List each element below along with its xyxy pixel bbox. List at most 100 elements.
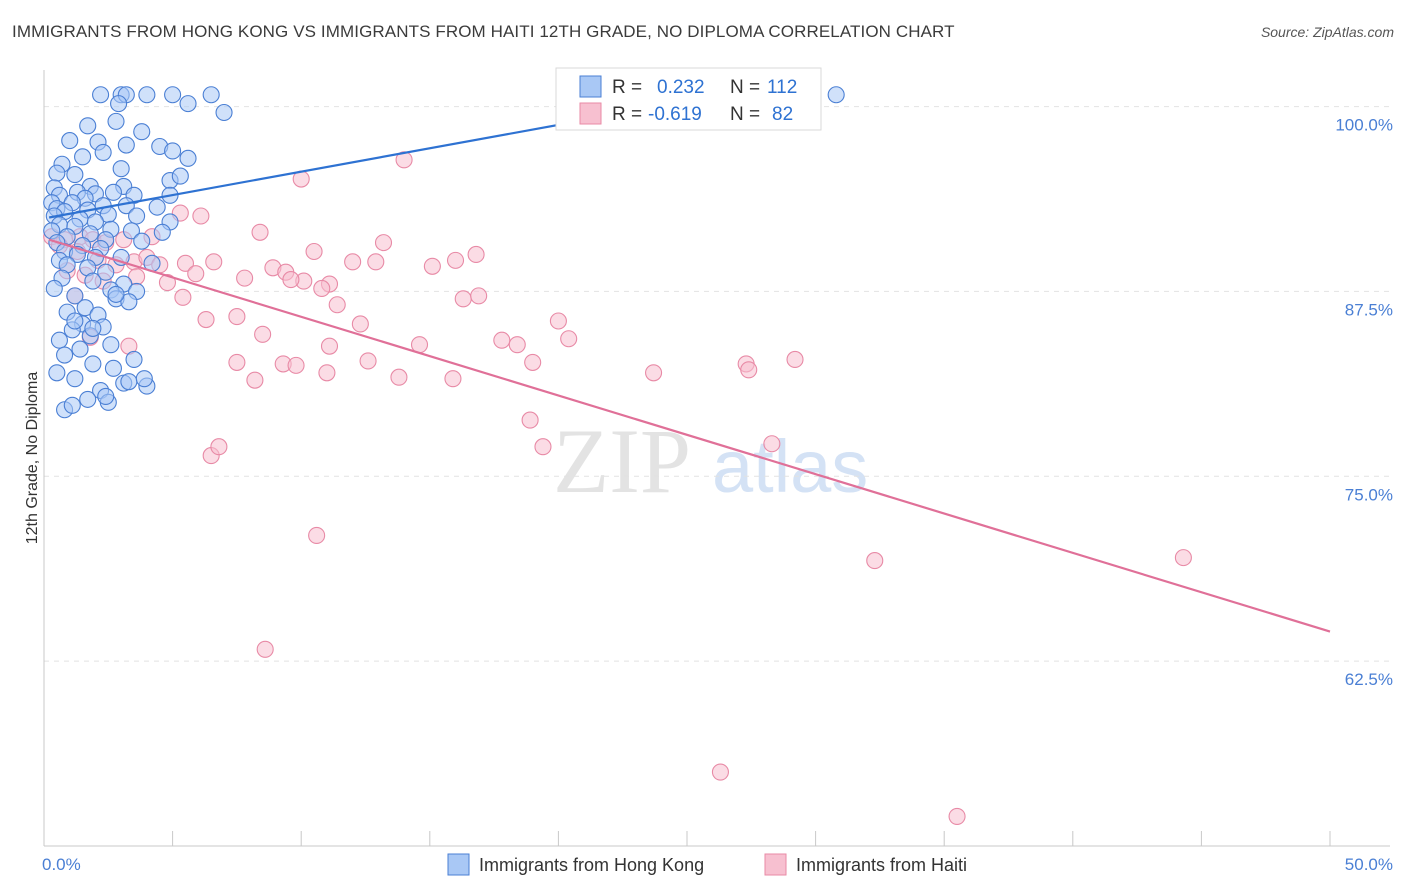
hong-kong-point — [120, 293, 138, 311]
haiti-point — [251, 223, 269, 241]
y-axis-title: 12th Grade, No Diploma — [24, 372, 41, 545]
stats-r-value-haiti: -0.619 — [648, 104, 702, 125]
hong-kong-point — [66, 370, 84, 388]
haiti-point — [197, 310, 215, 329]
hong-kong-point — [66, 287, 84, 305]
hong-kong-point — [97, 387, 115, 405]
haiti-point — [367, 253, 385, 271]
haiti-point — [493, 331, 511, 349]
haiti-point — [446, 251, 465, 269]
haiti-point — [313, 279, 331, 298]
hong-kong-point — [50, 331, 68, 349]
x-tick-marks — [43, 831, 1331, 846]
hong-kong-point — [48, 164, 66, 182]
hong-kong-point — [94, 143, 112, 161]
hong-kong-point — [112, 160, 130, 178]
legend-swatch-hong-kong — [447, 853, 470, 876]
haiti-point — [228, 308, 246, 326]
hong-kong-point — [164, 86, 182, 104]
hong-kong-point — [215, 103, 233, 122]
hong-kong-point — [107, 112, 125, 130]
haiti-point — [786, 350, 804, 369]
haiti-point — [866, 552, 884, 570]
hong-kong-point — [135, 370, 153, 388]
watermark-zip: ZIP — [553, 410, 691, 512]
haiti-point — [423, 257, 441, 275]
hong-kong-point — [63, 396, 81, 414]
legend-label-hong-kong: Immigrants from Hong Kong — [479, 855, 704, 875]
haiti-point — [524, 353, 542, 371]
hong-kong-point — [48, 364, 66, 382]
hong-kong-point — [92, 86, 110, 104]
haiti-point — [205, 253, 223, 271]
haiti-point — [192, 207, 210, 225]
y-tick-label: 100.0% — [1335, 116, 1393, 135]
hong-kong-point — [120, 373, 138, 391]
haiti-point — [308, 526, 326, 544]
hong-kong-point — [164, 142, 182, 160]
bottom-legend: Immigrants from Hong Kong Immigrants fro… — [447, 853, 967, 876]
haiti-point — [187, 265, 205, 283]
haiti-point — [763, 435, 781, 453]
haiti-point — [318, 364, 336, 382]
haiti-point — [228, 353, 246, 371]
haiti-point — [454, 290, 472, 308]
haiti-point — [320, 337, 339, 355]
haiti-point — [508, 336, 526, 354]
hong-kong-point — [84, 319, 102, 337]
haiti-point — [395, 151, 413, 169]
y-tick-labels: 62.5% 75.0% 87.5% 100.0% — [1335, 116, 1393, 690]
hong-kong-point — [84, 272, 102, 290]
y-tick-label: 75.0% — [1345, 485, 1393, 504]
hong-kong-point — [102, 336, 120, 354]
haiti-point — [328, 296, 346, 314]
haiti-point — [210, 438, 228, 456]
hong-kong-point — [202, 86, 220, 104]
y-tick-label: 62.5% — [1345, 670, 1393, 689]
hong-kong-point — [148, 198, 166, 216]
x-tick-label-min: 0.0% — [42, 855, 81, 874]
source-credit: Source: ZipAtlas.com — [1260, 24, 1394, 40]
hong-kong-point — [133, 232, 151, 250]
hong-kong-point — [133, 123, 151, 141]
haiti-point — [711, 763, 729, 781]
haiti-point — [390, 368, 408, 386]
haiti-point — [740, 361, 758, 379]
haiti-point — [254, 325, 272, 343]
haiti-point — [256, 640, 274, 658]
y-tick-label: 87.5% — [1345, 300, 1393, 319]
hong-kong-point — [45, 279, 63, 298]
haiti-point — [176, 254, 195, 272]
chart-title: IMMIGRANTS FROM HONG KONG VS IMMIGRANTS … — [12, 22, 955, 41]
stats-r-label-hong-kong: R = — [612, 77, 642, 98]
trend-line-haiti — [48, 238, 1331, 633]
haiti-point — [549, 312, 567, 330]
haiti-point — [470, 287, 488, 305]
stats-r-value-hong-kong: 0.232 — [657, 77, 705, 98]
stats-n-value-hong-kong: 112 — [767, 77, 797, 98]
hong-kong-point — [125, 350, 143, 369]
hong-kong-point — [104, 183, 122, 201]
haiti-point — [282, 271, 300, 289]
haiti-point — [359, 352, 377, 370]
hong-kong-point — [138, 86, 156, 104]
hong-kong-point — [179, 149, 197, 167]
stats-swatch-hong-kong — [579, 75, 602, 98]
series-hong-kong-points — [43, 86, 845, 419]
gridlines — [44, 106, 1390, 662]
legend-label-haiti: Immigrants from Haiti — [796, 855, 967, 875]
haiti-point — [534, 438, 552, 456]
hong-kong-point — [171, 167, 189, 185]
haiti-point — [948, 807, 966, 825]
hong-kong-point — [827, 86, 845, 104]
hong-kong-point — [153, 223, 171, 241]
hong-kong-point — [61, 132, 79, 150]
haiti-point — [305, 242, 323, 261]
hong-kong-point — [66, 166, 84, 184]
haiti-point — [344, 253, 362, 271]
hong-kong-point — [110, 95, 128, 113]
legend-swatch-haiti — [764, 853, 787, 876]
stats-n-label-haiti: N = — [730, 104, 760, 125]
stats-r-label-haiti: R = — [612, 104, 642, 125]
